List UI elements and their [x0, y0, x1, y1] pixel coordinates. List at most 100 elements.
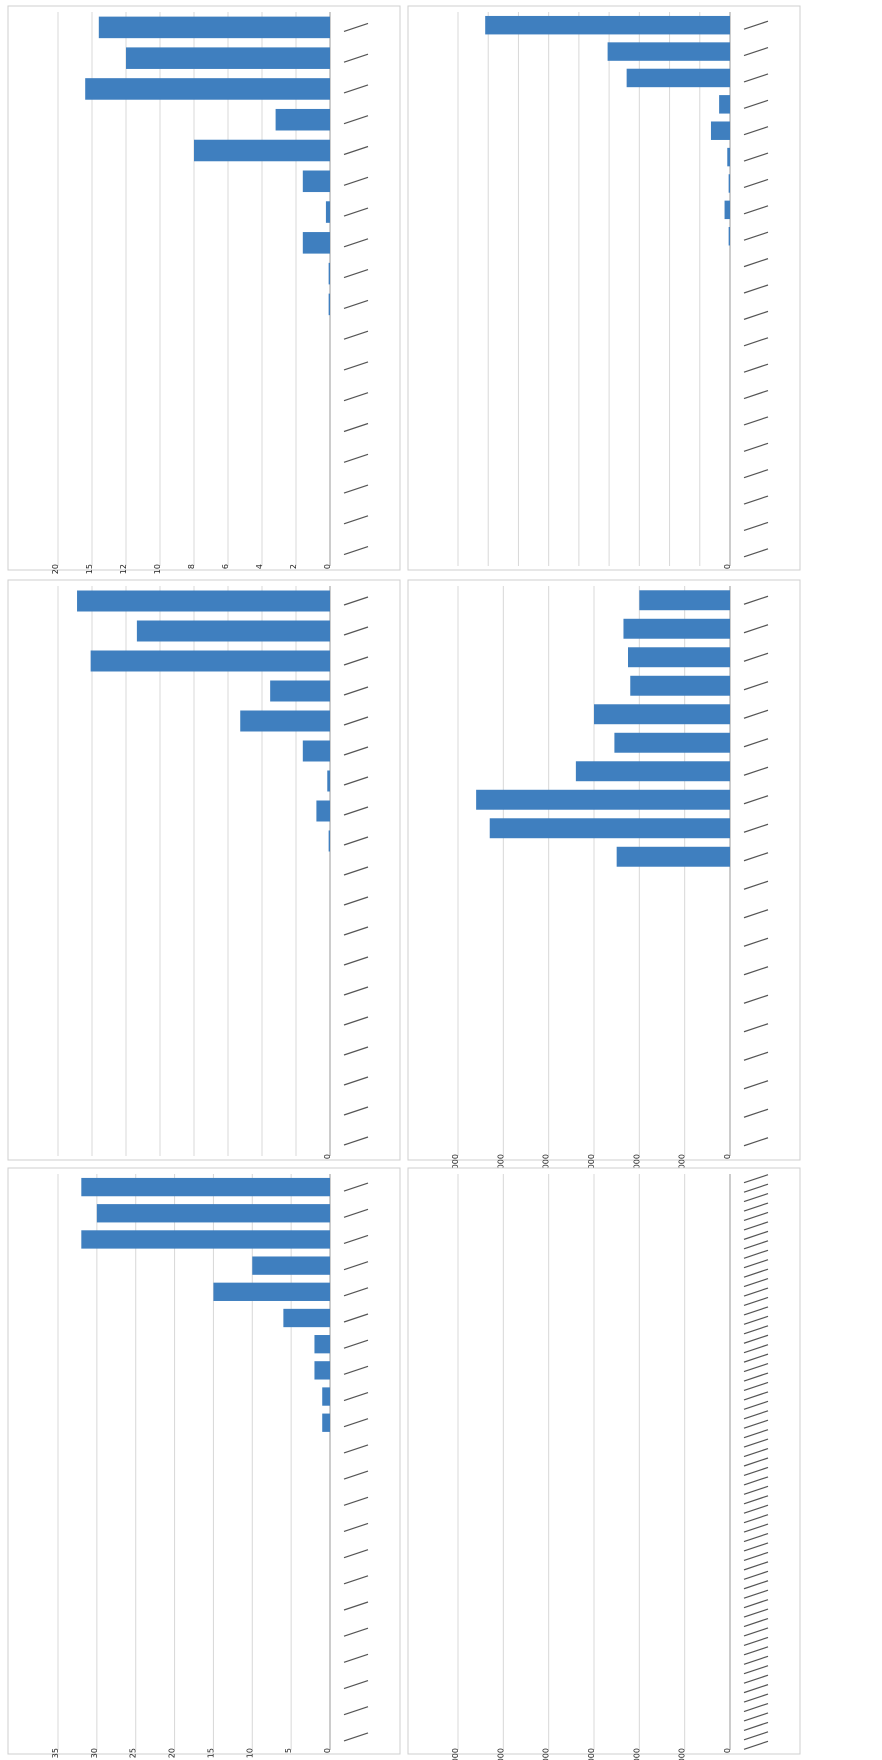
- category-label-glyph: [743, 1476, 769, 1486]
- chart-panel-0: 20 15 12 10 8 6 4 2 0: [7, 5, 401, 574]
- bar: [728, 227, 730, 246]
- tick-label: 15: [206, 1748, 215, 1758]
- category-label-glyph: [743, 1363, 769, 1373]
- category-label-glyph: [743, 1108, 769, 1118]
- category-label-glyph: [343, 1313, 369, 1323]
- category-label-glyph: [743, 1391, 769, 1401]
- category-label-glyph: [343, 1601, 369, 1611]
- category-label-glyph: [743, 1249, 769, 1259]
- bar: [194, 139, 330, 162]
- bar: [322, 1413, 330, 1432]
- category-label-glyph: [743, 1684, 769, 1694]
- bar: [252, 1256, 330, 1275]
- tick-label: 80,000: [542, 1748, 551, 1760]
- category-label-glyph: [343, 422, 369, 433]
- category-label-glyph: [343, 1076, 369, 1086]
- category-label-glyph: [743, 1211, 769, 1222]
- category-label-glyph: [743, 1693, 769, 1703]
- category-label-glyph: [743, 47, 769, 57]
- category-label-glyph: [743, 738, 769, 748]
- category-label-glyph: [743, 1306, 769, 1316]
- category-label-glyph: [743, 1636, 769, 1646]
- panel-frame: [407, 5, 801, 571]
- bar: [614, 732, 730, 753]
- bar: [626, 68, 730, 88]
- bar: [275, 108, 330, 131]
- bar: [616, 846, 730, 867]
- category-label-glyph: [743, 1580, 769, 1590]
- category-label-glyph: [743, 1193, 769, 1203]
- category-label-glyph: [743, 548, 769, 558]
- category-label-glyph: [343, 546, 369, 556]
- category-label-glyph: [343, 1496, 369, 1506]
- category-label-glyph: [343, 1549, 369, 1559]
- category-label-glyph: [743, 1655, 769, 1665]
- bar: [314, 1335, 330, 1354]
- category-label-glyph: [343, 1234, 369, 1245]
- bar: [322, 1387, 330, 1406]
- bar: [328, 262, 330, 285]
- category-label-glyph: [743, 1608, 769, 1618]
- chart-panel-1: 0: [7, 579, 401, 1161]
- category-label-glyph: [743, 1702, 769, 1713]
- bar: [240, 710, 330, 732]
- category-label-glyph: [743, 1344, 769, 1354]
- bar: [270, 680, 330, 702]
- category-label-glyph: [743, 1240, 769, 1250]
- tick-label: 10: [245, 1748, 254, 1758]
- category-label-glyph: [743, 1296, 769, 1307]
- chart-panel-2: 35 30 25 20 15 10 5 0: [7, 1167, 401, 1758]
- category-label-glyph: [743, 1523, 769, 1533]
- category-label-glyph: [743, 1731, 769, 1741]
- tick-label: 0: [323, 564, 332, 569]
- bar: [81, 1230, 330, 1249]
- category-label-glyph: [743, 1466, 769, 1477]
- category-label-glyph: [743, 1381, 769, 1392]
- tick-label: 0: [723, 564, 732, 569]
- category-label-glyph: [743, 389, 769, 400]
- category-label-glyph: [743, 994, 769, 1004]
- category-label-glyph: [343, 1365, 369, 1375]
- bar: [489, 818, 730, 839]
- category-label-glyph: [343, 22, 369, 32]
- category-label-glyph: [743, 1570, 769, 1580]
- bar: [302, 232, 330, 254]
- tick-label: 5: [284, 1748, 293, 1753]
- category-label-glyph: [743, 1617, 769, 1628]
- category-label-glyph: [743, 1023, 769, 1033]
- bar: [623, 618, 730, 639]
- category-label-glyph: [343, 776, 369, 786]
- category-label-glyph: [743, 20, 769, 30]
- category-label-glyph: [343, 361, 369, 371]
- category-label-glyph: [743, 337, 769, 347]
- category-label-glyph: [743, 1400, 769, 1410]
- tick-label: 35: [51, 1748, 60, 1758]
- category-label-glyph: [343, 299, 369, 309]
- category-label-glyph: [743, 823, 769, 833]
- category-label-glyph: [743, 1495, 769, 1505]
- category-label-glyph: [343, 1732, 369, 1742]
- category-label-glyph: [743, 178, 769, 189]
- category-label-glyph: [743, 1504, 769, 1514]
- category-label-glyph: [343, 986, 369, 996]
- category-label-glyph: [743, 310, 769, 320]
- category-label-glyph: [343, 1391, 369, 1402]
- bar: [136, 620, 330, 642]
- category-label-glyph: [743, 1646, 769, 1656]
- category-label-glyph: [743, 126, 769, 136]
- category-label-glyph: [743, 99, 769, 109]
- category-label-glyph: [743, 1712, 769, 1722]
- bar: [126, 47, 330, 69]
- category-label-glyph: [743, 1542, 769, 1552]
- bar: [630, 675, 730, 696]
- category-label-glyph: [743, 1447, 769, 1458]
- tick-label: 10: [153, 564, 162, 574]
- category-label-glyph: [343, 1339, 369, 1349]
- tick-label: 100,000: [496, 1748, 505, 1760]
- category-label-glyph: [743, 1353, 769, 1363]
- bar: [325, 201, 330, 223]
- category-label-glyph: [743, 766, 769, 776]
- category-label-glyph: [343, 926, 369, 936]
